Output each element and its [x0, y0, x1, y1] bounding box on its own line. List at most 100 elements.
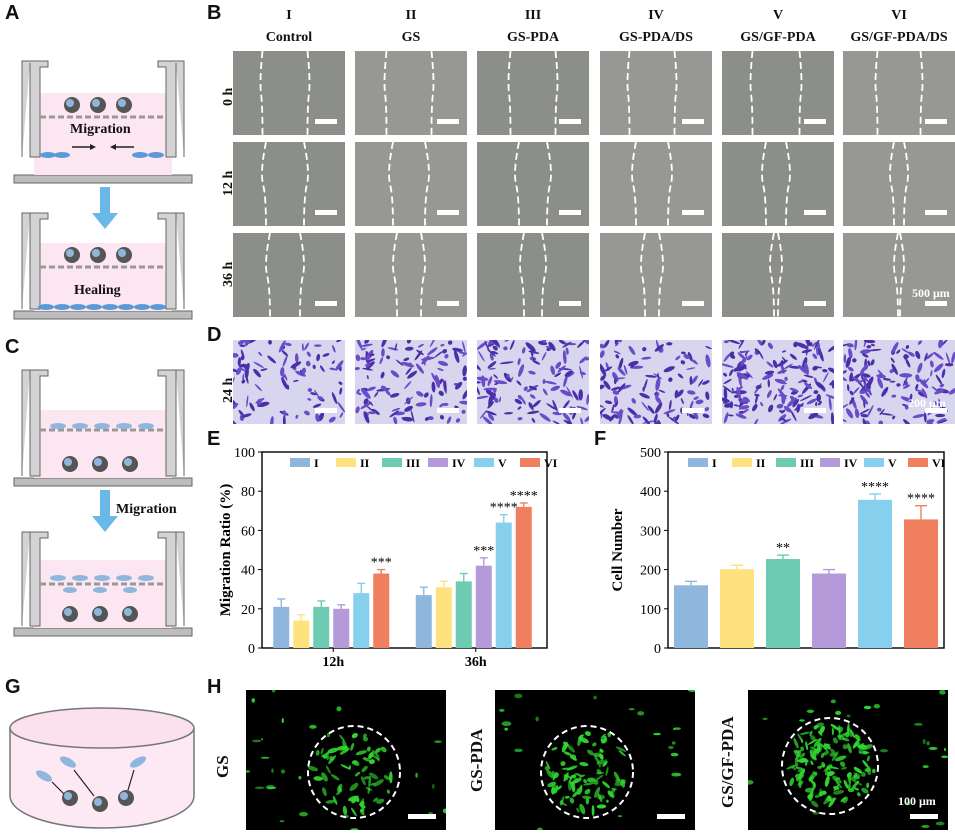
schematic-g-dish: [9, 707, 195, 829]
scratch-image-r2-c5: [722, 142, 834, 226]
legend-label-e-V: V: [498, 456, 507, 470]
ytick-label-f-2: 200: [640, 564, 661, 579]
scalebar-text-b: 500 μm: [912, 286, 950, 300]
bar-f-III: [766, 559, 800, 648]
scratch-image-r1-c4: [600, 51, 712, 135]
legend-label-e-IV: IV: [452, 456, 466, 470]
transwell-image-c6: [843, 340, 955, 424]
legend-swatch-f-I: [688, 458, 708, 467]
legend-label-f-III: III: [800, 456, 814, 470]
column-roman-3: III: [524, 8, 542, 23]
bar-f-IV: [812, 573, 846, 648]
legend-label-f-V: V: [888, 456, 897, 470]
legend-label-f-II: II: [756, 456, 766, 470]
legend-label-f-IV: IV: [844, 456, 858, 470]
h-label-gs-gf-pda: GS/GF-PDA: [718, 716, 737, 808]
panel-label-g: G: [5, 676, 21, 698]
panel-label-b: B: [207, 2, 222, 24]
bar-e-III-36h: [455, 581, 472, 648]
legend-swatch-e-VI: [520, 458, 540, 467]
bar-f-V: [858, 499, 892, 648]
scratch-image-r3-c6: [843, 233, 955, 317]
xtick-label-e-0: 12h: [322, 655, 344, 670]
panel-label-a: A: [5, 2, 20, 24]
migration-label-a: Migration: [70, 122, 131, 137]
column-roman-1: I: [286, 8, 292, 23]
legend-label-f-VI: VI: [932, 456, 946, 470]
ytick-label-f-4: 400: [640, 485, 661, 500]
scratch-image-r1-c3: [477, 51, 589, 135]
schematic-a-transwell: [13, 60, 193, 320]
legend-swatch-f-II: [732, 458, 752, 467]
ytick-label-f-1: 100: [640, 603, 661, 618]
plot-frame-e: [261, 451, 548, 649]
bar-e-I-12h: [273, 606, 290, 648]
panel-label-f: F: [594, 428, 607, 450]
ytick-label-e-1: 20: [241, 603, 255, 618]
bar-e-I-36h: [415, 595, 432, 648]
column-roman-2: II: [405, 8, 417, 23]
sig-f-VI: ****: [907, 492, 935, 507]
legend-swatch-f-III: [776, 458, 796, 467]
ytick-label-f-0: 0: [654, 642, 661, 657]
ylabel-f: Cell Number: [610, 508, 626, 591]
transwell-image-c1: [233, 340, 345, 424]
legend-label-e-I: I: [314, 456, 319, 470]
bar-e-III-12h: [313, 606, 330, 648]
panel-label-c: C: [5, 336, 20, 358]
bar-f-VI: [904, 519, 938, 648]
legend-label-f-I: I: [712, 456, 717, 470]
scalebar-text-d: 200 μm: [908, 396, 946, 410]
plot-frame-f: [667, 451, 945, 649]
ytick-label-f-5: 500: [640, 446, 661, 461]
transwell-image-c5: [722, 340, 834, 424]
bar-e-V-36h: [495, 522, 512, 648]
scratch-image-r1-c1: [233, 51, 345, 135]
sig-e-VI-12h: ***: [371, 556, 392, 571]
ylabel-e: Migration Ratio (%): [218, 484, 234, 616]
legend-label-e-VI: VI: [544, 456, 557, 470]
fluorescence-image-gs-gf-pda: 100 μm: [748, 690, 948, 830]
ytick-label-e-2: 40: [241, 564, 255, 579]
scratch-image-r2-c4: [600, 142, 712, 226]
transwell-image-c2: [355, 340, 467, 424]
transwell-image-c3: [477, 340, 589, 424]
scratch-image-r2-c1: [233, 142, 345, 226]
column-roman-5: V: [772, 8, 784, 23]
h-label-gs-pda: GS-PDA: [467, 728, 486, 792]
sig-f-V: ****: [861, 480, 889, 495]
bar-e-IV-36h: [475, 565, 492, 648]
sig-f-III: **: [776, 541, 790, 556]
sig-e-V-36h: ****: [490, 501, 518, 516]
bar-e-IV-12h: [333, 608, 350, 648]
bar-f-I: [674, 585, 708, 648]
migration-label-c: Migration: [116, 502, 177, 517]
ytick-label-f-3: 300: [640, 524, 661, 539]
ytick-label-e-5: 100: [234, 446, 255, 461]
column-name-3: GS-PDA: [506, 30, 560, 45]
scratch-image-r1-c5: [722, 51, 834, 135]
bar-e-VI-12h: [373, 573, 390, 648]
bar-e-V-12h: [353, 593, 370, 648]
fluorescence-image-gs: [246, 690, 446, 830]
scratch-image-r3-c1: [233, 233, 345, 317]
column-roman-6: VI: [891, 8, 907, 23]
bar-e-II-12h: [293, 620, 310, 648]
column-name-2: GS: [401, 30, 421, 45]
legend-label-e-III: III: [406, 456, 420, 470]
fluorescence-image-gs-pda: [495, 690, 695, 830]
legend-swatch-e-IV: [428, 458, 448, 467]
chart-migration-ratio: 0 20 40 60 80 100 Migration Ratio (%) 12h *** 36h…: [218, 446, 557, 670]
scratch-image-r2-c2: [355, 142, 467, 226]
scratch-image-r3-c4: [600, 233, 712, 317]
column-name-5: GS/GF-PDA: [740, 30, 816, 45]
scratch-image-r2-c3: [477, 142, 589, 226]
scratch-image-r1-c2: [355, 51, 467, 135]
panel-label-h: H: [207, 676, 222, 698]
legend-label-e-II: II: [360, 456, 370, 470]
scalebar-text-h: 100 μm: [898, 794, 936, 808]
legend-swatch-f-VI: [908, 458, 928, 467]
ytick-label-e-4: 80: [241, 485, 255, 500]
panel-label-d: D: [207, 324, 222, 346]
